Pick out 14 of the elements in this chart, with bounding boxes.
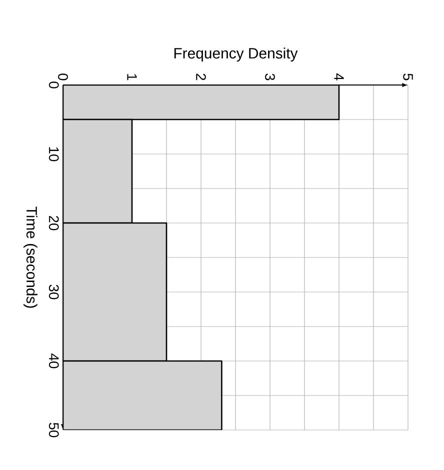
- x-tick-label: 0: [58, 74, 68, 80]
- y-tick-label: 30: [48, 284, 59, 300]
- x-axis-title: Frequency Density: [174, 48, 298, 62]
- x-tick-label: 4: [334, 73, 344, 80]
- y-tick-label: 0: [48, 82, 59, 88]
- x-tick-label: 2: [196, 74, 206, 80]
- y-tick-label: 50: [48, 422, 59, 438]
- y-axis-title: Time (seconds): [23, 206, 38, 308]
- y-tick-label: 40: [48, 354, 59, 368]
- x-tick-label: 3: [265, 74, 275, 80]
- x-tick-label: 1: [127, 74, 137, 80]
- y-tick-label: 10: [48, 147, 59, 162]
- y-tick-label: 20: [48, 216, 59, 230]
- x-tick-label: 5: [403, 74, 413, 80]
